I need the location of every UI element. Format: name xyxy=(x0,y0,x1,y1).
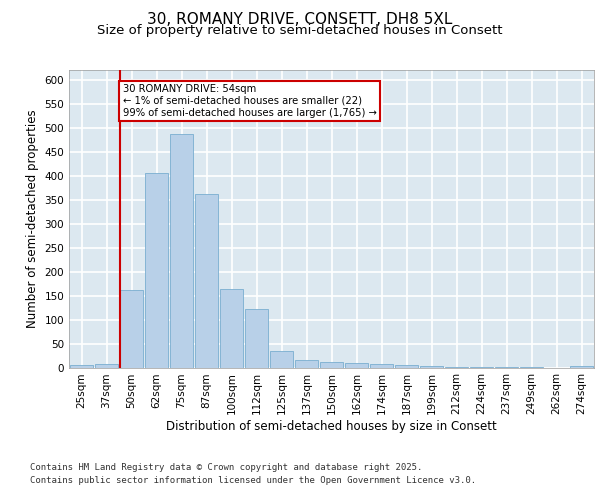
Bar xyxy=(195,194,218,368)
Text: Size of property relative to semi-detached houses in Consett: Size of property relative to semi-detach… xyxy=(97,24,503,37)
Text: 30, ROMANY DRIVE, CONSETT, DH8 5XL: 30, ROMANY DRIVE, CONSETT, DH8 5XL xyxy=(148,12,452,28)
Bar xyxy=(345,362,368,368)
Text: Contains HM Land Registry data © Crown copyright and database right 2025.: Contains HM Land Registry data © Crown c… xyxy=(30,462,422,471)
Bar xyxy=(170,134,193,368)
Bar xyxy=(70,365,93,368)
Bar xyxy=(370,364,393,368)
Y-axis label: Number of semi-detached properties: Number of semi-detached properties xyxy=(26,110,39,328)
Bar xyxy=(145,173,168,368)
Bar xyxy=(570,366,593,368)
Bar xyxy=(220,290,243,368)
Bar xyxy=(320,362,343,368)
Bar xyxy=(245,309,268,368)
Bar xyxy=(420,366,443,368)
Bar xyxy=(270,350,293,368)
Bar xyxy=(395,365,418,368)
Text: Contains public sector information licensed under the Open Government Licence v3: Contains public sector information licen… xyxy=(30,476,476,485)
Bar xyxy=(295,360,318,368)
Bar xyxy=(95,364,118,368)
X-axis label: Distribution of semi-detached houses by size in Consett: Distribution of semi-detached houses by … xyxy=(166,420,497,433)
Bar xyxy=(470,366,493,368)
Text: 30 ROMANY DRIVE: 54sqm
← 1% of semi-detached houses are smaller (22)
99% of semi: 30 ROMANY DRIVE: 54sqm ← 1% of semi-deta… xyxy=(123,84,377,117)
Bar xyxy=(120,290,143,368)
Bar xyxy=(445,366,468,368)
